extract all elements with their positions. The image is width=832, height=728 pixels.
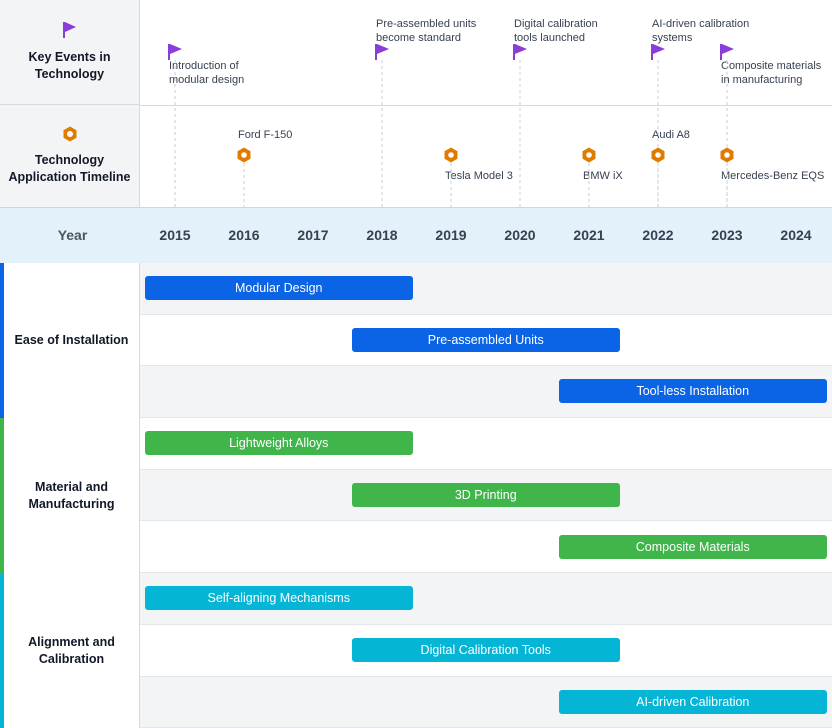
application-nut-hole [724,152,730,158]
event-flag-icon [653,44,665,54]
event-flag-icon [722,44,734,54]
event-flag-icon [515,44,527,54]
application-nut-hole [655,152,661,158]
event-flag-icon [377,44,389,54]
application-nut-hole [241,152,247,158]
event-flag-icon [170,44,182,54]
application-nut-hole [586,152,592,158]
application-nut-hole [448,152,454,158]
